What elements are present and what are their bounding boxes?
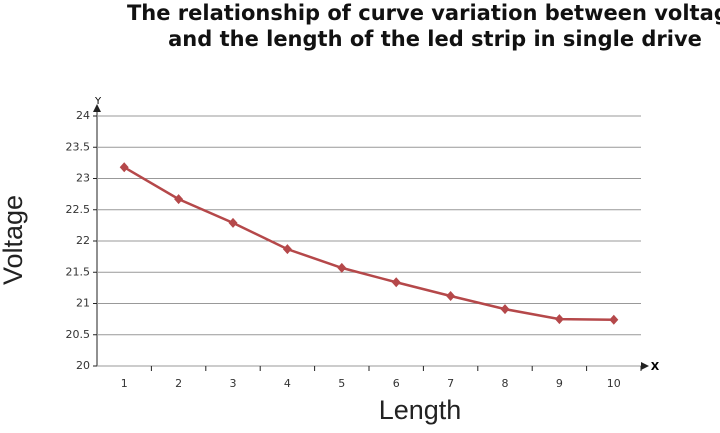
point — [391, 277, 401, 288]
point — [554, 314, 564, 325]
y-tick-label: 22.5 — [66, 203, 91, 216]
x-tick-label: 6 — [393, 377, 400, 390]
point — [446, 291, 456, 301]
point — [282, 244, 292, 255]
x-tick-label: 9 — [556, 377, 563, 390]
y-tick-label: 22 — [76, 234, 90, 247]
chart-title: and the length of the led strip in singl… — [168, 27, 702, 51]
x-tick-label: 8 — [502, 377, 509, 390]
y-tick-label: 21.5 — [66, 265, 91, 278]
point — [174, 194, 184, 205]
point — [500, 304, 510, 315]
point — [337, 262, 347, 273]
x-tick-label: 7 — [447, 377, 454, 390]
x-tick-label: 2 — [175, 377, 182, 390]
y-axis-name: Y — [94, 96, 102, 107]
x-tick-label: 1 — [121, 377, 128, 390]
chart-title: The relationship of curve variation betw… — [127, 1, 720, 25]
x-tick-label: 4 — [284, 377, 291, 390]
y-axis-label: Voltage — [0, 195, 28, 285]
x-arrow — [641, 362, 649, 370]
x-axis-label: Length — [379, 395, 462, 425]
point — [119, 162, 129, 173]
point — [228, 217, 238, 228]
x-tick-label: 3 — [230, 377, 237, 390]
y-arrow — [93, 104, 101, 112]
y-tick-label: 20.5 — [66, 328, 91, 341]
y-tick-label: 20 — [76, 359, 90, 372]
x-tick-label: 10 — [607, 377, 621, 390]
series-line — [123, 166, 614, 321]
point — [609, 314, 619, 325]
y-tick-label: 23.5 — [66, 140, 91, 153]
y-tick-label: 21 — [76, 297, 90, 310]
x-tick-label: 5 — [338, 377, 345, 390]
y-tick-label: 23 — [76, 172, 90, 185]
y-tick-label: 24 — [76, 109, 90, 122]
x-axis-name: X — [651, 360, 660, 373]
